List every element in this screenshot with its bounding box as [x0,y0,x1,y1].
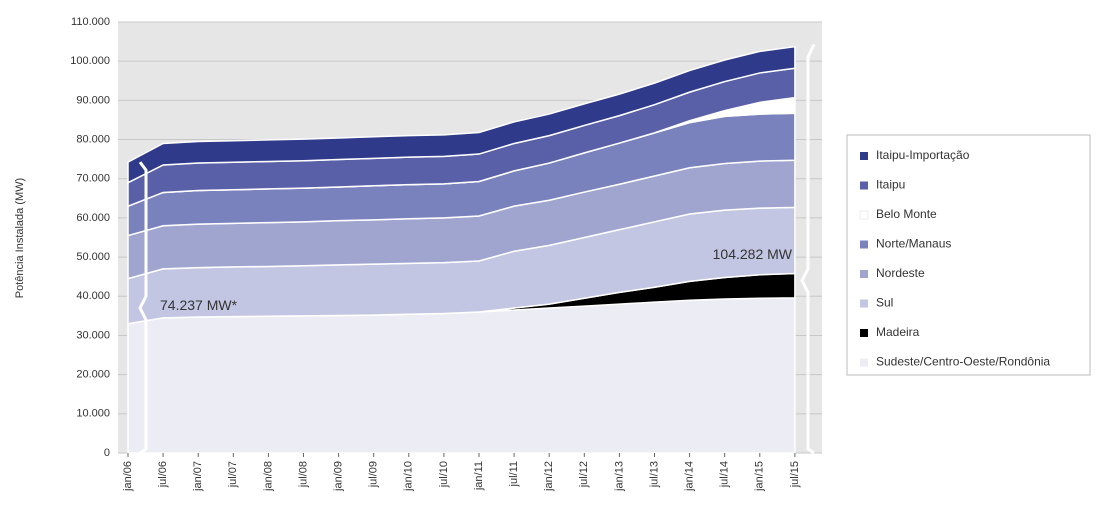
legend-swatch [860,152,868,160]
y-tick-label: 100.000 [70,55,110,67]
legend-label: Nordeste [876,266,925,280]
x-tick-label: jul/13 [648,461,660,488]
y-tick-label: 20.000 [76,369,110,381]
x-tick-label: jan/12 [543,461,555,492]
x-tick-label: jan/08 [262,461,274,492]
y-tick-label: 90.000 [76,94,110,106]
y-tick-label: 60.000 [76,212,110,224]
x-tick-label: jan/13 [613,461,625,492]
x-tick-label: jul/12 [578,461,590,488]
y-tick-label: 110.000 [71,16,110,28]
x-tick-label: jul/10 [438,461,450,488]
legend-swatch [860,358,868,367]
y-tick-label: 0 [104,447,110,459]
x-tick-label: jul/06 [157,461,169,488]
y-tick-label: 10.000 [76,408,110,420]
legend-swatch [860,240,868,249]
legend-label: Sudeste/Centro-Oeste/Rondônia [876,355,1050,369]
legend: Itaipu-Importação Itaipu Belo Monte Norte/M… [859,148,1050,369]
x-tick-label: jul/14 [719,461,731,488]
x-tick-label: jul/11 [508,461,520,487]
y-tick-label: 40.000 [76,290,110,302]
legend-label: Madeira [876,325,920,339]
bracket [138,161,148,455]
legend-swatch [860,181,868,190]
legend-label: Belo Monte [876,207,937,221]
areas [127,45,796,454]
x-tick-label: jan/09 [333,461,345,492]
y-tick-label: 50.000 [76,251,110,263]
annotations: 74.237 MW* 104.282 MW [138,43,816,455]
x-tick-label: jul/09 [368,461,380,488]
area [127,45,796,184]
x-tick-label: jul/08 [297,461,309,488]
y-tick-label: 70.000 [76,173,110,185]
legend-swatch [860,299,868,308]
x-tick-label: jan/07 [192,461,204,492]
area [127,297,796,454]
annotation: 104.282 MW [713,246,793,262]
legend-swatch [859,210,869,220]
legend-swatch [860,270,868,278]
x-tick-label: jul/07 [227,461,239,488]
y-tick-label: 30.000 [76,329,110,341]
x-tick-label: jul/15 [789,461,801,488]
legend-label: Norte/Manaus [876,237,951,251]
x-axis: jan/06 jul/06 jan/07 jul/07 jan/08 jul/08 jan/… [122,453,801,492]
y-tick-label: 80.000 [76,133,110,145]
x-tick-label: jan/14 [684,461,696,492]
legend-label: Itaipu [876,178,905,192]
x-tick-label: jan/15 [754,461,766,492]
x-tick-label: jan/06 [122,461,134,492]
y-axis-label: Potência Instalada (MW) [14,178,26,298]
bracket [800,43,816,455]
legend-label: Sul [876,296,893,310]
legend-box [846,134,1091,376]
legend-swatch [860,329,868,337]
x-tick-label: jan/10 [403,461,415,492]
legend-label: Itaipu-Importação [876,148,970,162]
x-tick-label: jan/11 [473,461,485,491]
annotation: 74.237 MW* [160,297,238,313]
